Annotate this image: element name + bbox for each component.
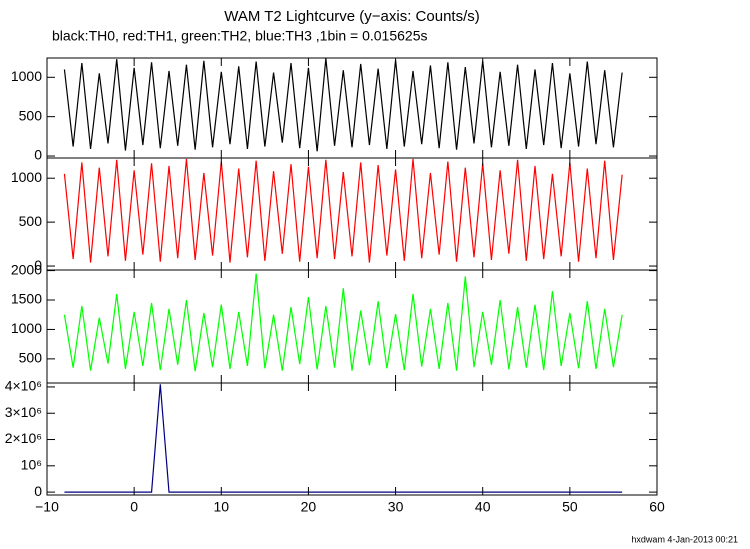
x-tick-label: −10 <box>35 499 59 515</box>
y-tick-label: 0 <box>34 483 42 499</box>
y-tick-label: 500 <box>19 107 43 123</box>
chart-subtitle: black:TH0, red:TH1, green:TH2, blue:TH3 … <box>52 28 427 44</box>
y-tick-label: 500 <box>19 350 43 366</box>
y-tick-label: 1000 <box>11 68 42 84</box>
y-tick-label: 1000 <box>11 169 42 185</box>
y-tick-label: 2000 <box>11 261 42 277</box>
x-tick-label: 50 <box>562 499 578 515</box>
y-tick-label: 500 <box>19 213 43 229</box>
y-tick-label: 0 <box>34 257 42 273</box>
y-tick-label: 4×10⁶ <box>5 378 42 394</box>
x-tick-label: 0 <box>130 499 138 515</box>
y-tick-label: 1000 <box>11 320 42 336</box>
y-tick-label: 0 <box>34 147 42 163</box>
x-tick-label: 40 <box>475 499 491 515</box>
footer: hxdwam 4-Jan-2013 00:21 <box>631 534 738 544</box>
data-line <box>63 273 623 372</box>
data-line <box>63 58 623 152</box>
data-line <box>63 158 623 263</box>
y-tick-label: 1500 <box>11 291 42 307</box>
x-tick-label: 60 <box>649 499 665 515</box>
plot-frame <box>46 382 658 496</box>
y-tick-label: 3×10⁶ <box>5 404 42 420</box>
y-tick-label: 2×10⁶ <box>5 430 42 446</box>
data-line <box>64 384 623 493</box>
x-tick-label: 20 <box>301 499 317 515</box>
y-tick-label: 10⁶ <box>21 457 42 473</box>
chart-title: WAM T2 Lightcurve (y−axis: Counts/s) <box>224 8 480 25</box>
x-tick-label: 30 <box>388 499 404 515</box>
x-tick-label: 10 <box>213 499 229 515</box>
